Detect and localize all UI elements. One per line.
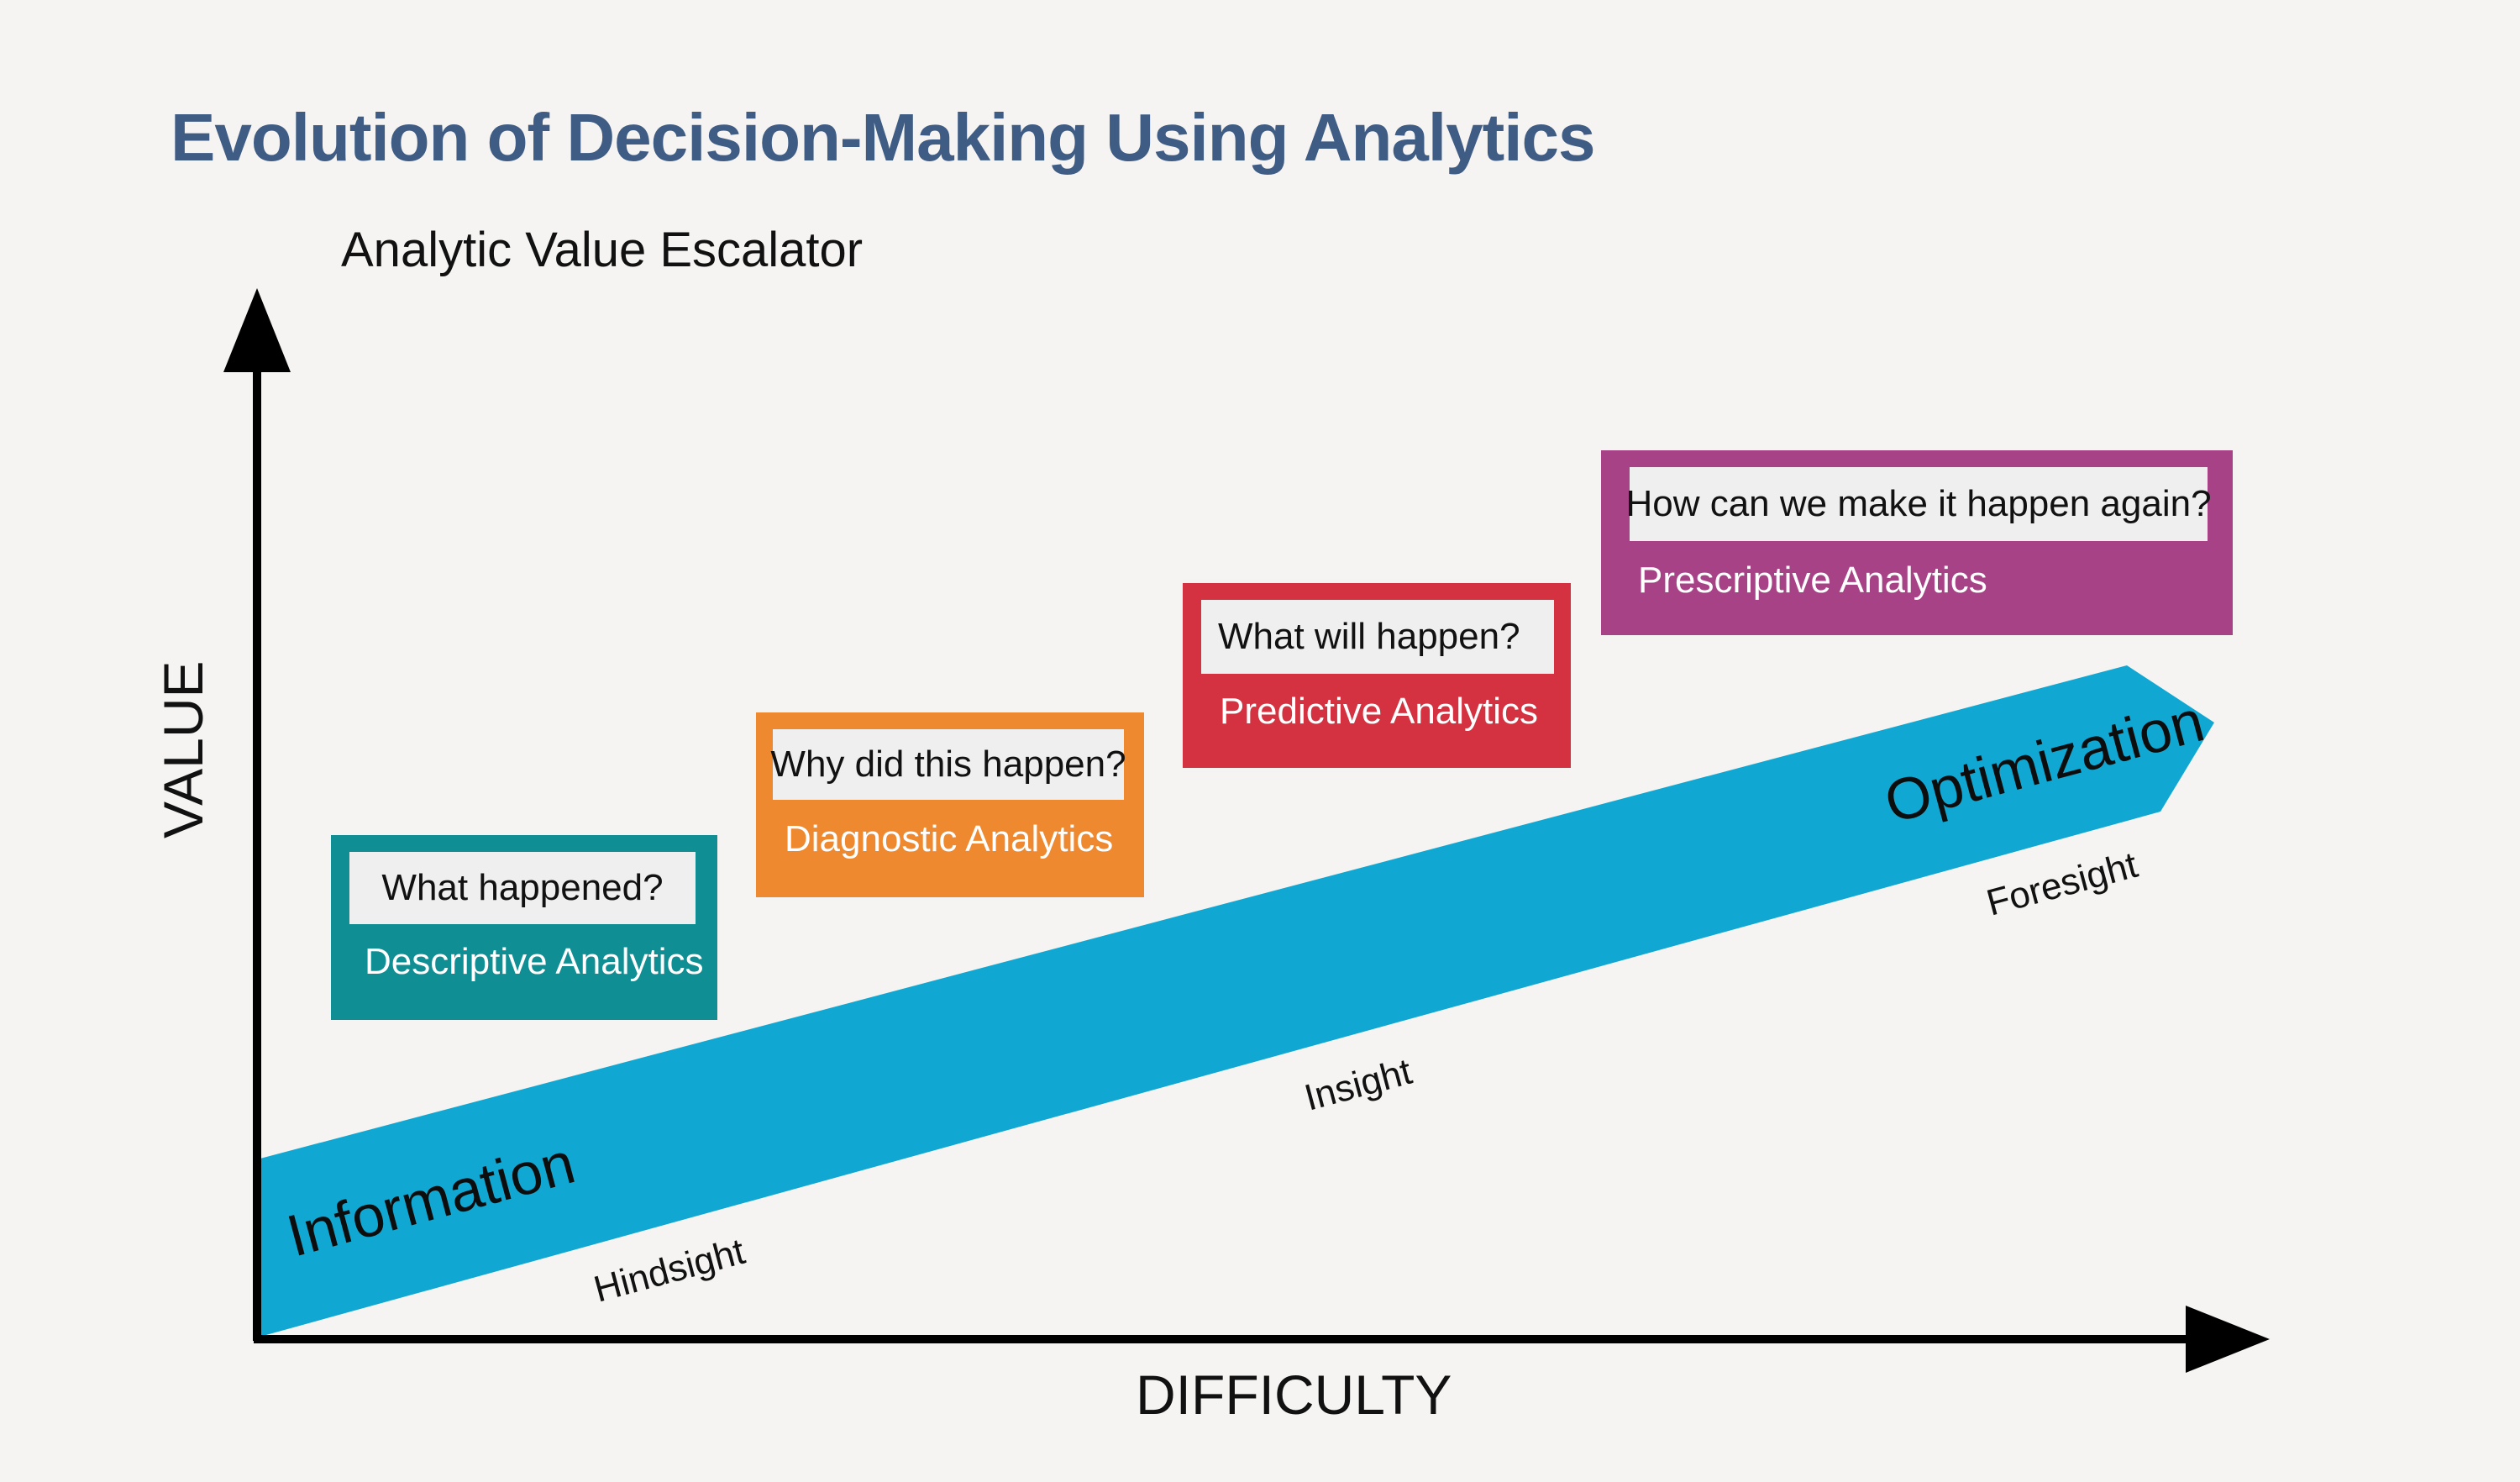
stage-question: What happened? [349, 852, 696, 924]
stage-question: How can we make it happen again? [1625, 467, 2212, 541]
stage-question: Why did this happen? [770, 729, 1126, 800]
stage-question: What will happen? [1201, 600, 1554, 674]
page-title: Evolution of Decision-Making Using Analy… [171, 100, 1595, 175]
diagram-subtitle: Analytic Value Escalator [341, 223, 864, 277]
y-axis-label: VALUE [152, 660, 214, 838]
x-axis-label: DIFFICULTY [1136, 1364, 1452, 1426]
x-axis-arrowhead [2186, 1306, 2270, 1373]
stage-type-label: Diagnostic Analytics [785, 818, 1114, 859]
stage-caption-foresight: Foresight [1982, 844, 2142, 924]
stage-type-label: Descriptive Analytics [365, 941, 704, 982]
stage-box-prescriptive: How can we make it happen again? Prescri… [1601, 450, 2233, 635]
escalator-arrow [257, 665, 2214, 1337]
stage-caption-hindsight: Hindsight [590, 1231, 749, 1311]
stage-box-predictive: What will happen? Predictive Analytics [1183, 583, 1571, 768]
stage-box-diagnostic: Why did this happen? Diagnostic Analytic… [756, 712, 1144, 897]
y-axis-arrowhead [223, 288, 291, 372]
stage-type-label: Prescriptive Analytics [1638, 560, 1987, 601]
stage-type-label: Predictive Analytics [1220, 691, 1539, 732]
stage-caption-insight: Insight [1300, 1051, 1416, 1119]
stage-box-descriptive: What happened? Descriptive Analytics [331, 835, 717, 1020]
